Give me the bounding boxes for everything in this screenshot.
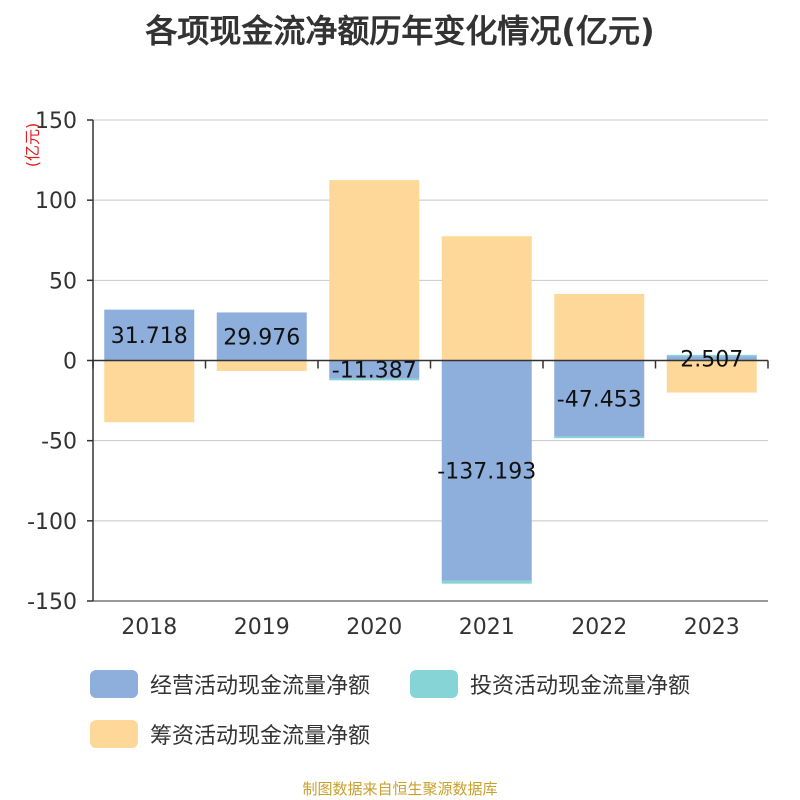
x-tick-label: 2023 [684,615,740,640]
chart-title: 各项现金流净额历年变化情况(亿元) [145,12,655,50]
bar-operating-2023 [666,356,757,361]
bar-financing-2018 [104,361,195,423]
legend-swatch-operating [90,670,138,698]
data-label: -47.453 [557,388,642,413]
bar-investing-2023 [666,354,757,357]
y-axis-label: (亿元) [23,123,42,168]
bar-financing-2019 [216,361,307,371]
legend-label-investing: 投资活动现金流量净额 [470,674,691,699]
y-tick-label: 0 [63,350,77,375]
bar-investing-2021 [441,580,532,584]
bar-operating-2019 [216,312,307,361]
legend-label-operating: 经营活动现金流量净额 [150,674,371,699]
legend-item-financing[interactable]: 筹资活动现金流量净额 [90,718,370,750]
bar-operating-2020 [329,360,420,379]
x-tick-label: 2018 [121,615,177,640]
source-note: 制图数据来自恒生聚源数据库 [302,780,498,798]
y-tick-label: 50 [49,269,77,294]
legend-swatch-financing [90,720,138,748]
data-label: -137.193 [437,459,536,484]
legend-label-financing: 筹资活动现金流量净额 [150,724,371,749]
y-tick-label: 100 [35,189,77,214]
y-tick-label: -100 [27,510,77,535]
bar-operating-2021 [441,360,532,581]
bar-financing-2023 [666,360,757,393]
data-label: -11.387 [332,359,417,384]
bar-financing-2022 [554,293,645,361]
legend-item-operating[interactable]: 经营活动现金流量净额 [90,668,370,700]
bar-financing-2020 [329,180,420,361]
x-tick-label: 2020 [346,615,402,640]
bar-operating-2018 [104,309,195,361]
x-tick-label: 2019 [234,615,290,640]
legend-item-investing[interactable]: 投资活动现金流量净额 [410,668,690,700]
x-tick-label: 2021 [459,615,515,640]
bar-operating-2022 [554,360,645,437]
x-tick-label: 2022 [571,615,627,640]
data-label: 31.718 [111,324,188,349]
y-tick-label: 150 [35,109,77,134]
bar-investing-2020 [329,378,420,381]
legend-swatch-investing [410,670,458,698]
y-tick-label: -150 [27,590,77,615]
data-label: 2.507 [680,347,743,372]
bar-investing-2022 [554,436,645,439]
y-tick-label: -50 [41,430,77,455]
data-label: 29.976 [223,325,300,350]
bar-financing-2021 [441,236,532,361]
